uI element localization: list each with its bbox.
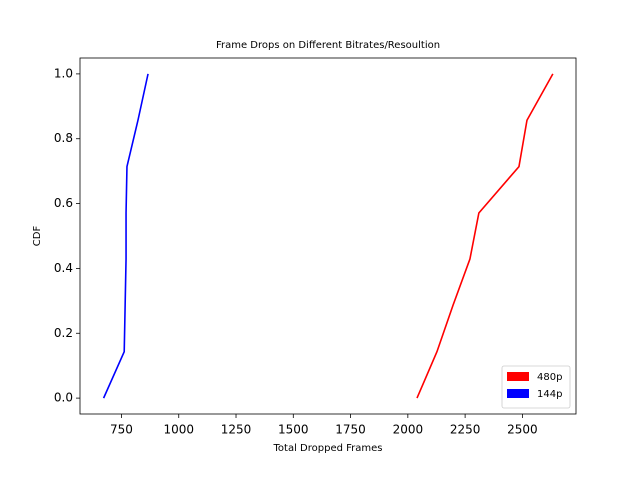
x-tick-label: 2250 (450, 423, 481, 437)
legend-swatch (507, 372, 529, 381)
y-axis-label: CDF (32, 226, 43, 247)
y-tick-label: 0.2 (54, 326, 73, 340)
x-axis-label: Total Dropped Frames (273, 443, 383, 454)
x-tick-label: 750 (110, 423, 133, 437)
series-line (416, 73, 554, 399)
y-tick-label: 0.6 (54, 196, 73, 210)
x-tick-label: 2500 (507, 423, 538, 437)
legend-label: 144p (537, 389, 562, 400)
chart-title: Frame Drops on Different Bitrates/Resoul… (216, 40, 440, 51)
x-tick-label: 1000 (163, 423, 194, 437)
plot-frame (79, 57, 577, 415)
legend-label: 480p (537, 372, 562, 383)
series-line (102, 73, 149, 399)
y-tick-label: 0.4 (54, 261, 73, 275)
legend-swatch (507, 389, 529, 398)
x-tick-label: 1750 (335, 423, 366, 437)
y-tick-label: 0.0 (54, 391, 73, 405)
y-tick-label: 1.0 (54, 66, 73, 80)
x-tick-label: 2000 (393, 423, 424, 437)
x-tick-label: 1250 (221, 423, 252, 437)
y-tick-label: 0.8 (54, 131, 73, 145)
x-tick-label: 1500 (278, 423, 309, 437)
